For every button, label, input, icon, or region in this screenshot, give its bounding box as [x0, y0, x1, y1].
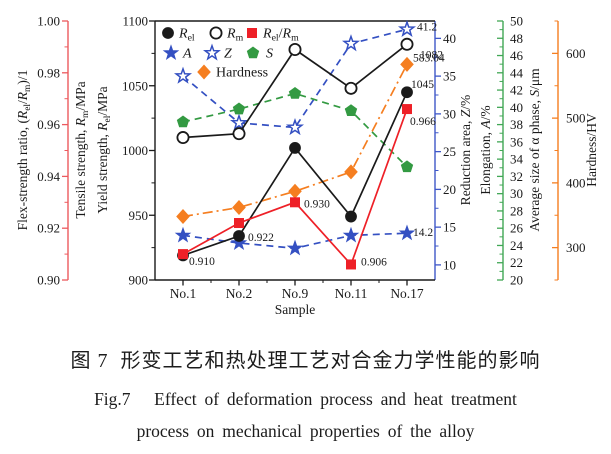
- legend-item-ratio: Rel/Rm​: [247, 27, 299, 44]
- svg-text:0.94: 0.94: [37, 169, 60, 184]
- series-S: [176, 87, 414, 173]
- svg-text:40: 40: [510, 100, 523, 115]
- svg-text:1045: 1045: [411, 79, 434, 91]
- svg-text:36: 36: [510, 134, 524, 149]
- svg-text:900: 900: [129, 273, 149, 288]
- axis-hardness: 300 400 500 600 Hardness/HV: [552, 20, 599, 281]
- svg-text:38: 38: [510, 117, 523, 132]
- svg-text:50: 50: [510, 14, 523, 29]
- svg-text:Z: Z: [224, 47, 232, 62]
- svg-text:Sample: Sample: [275, 302, 316, 317]
- svg-text:Yield strength, Rel/MPa: Yield strength, Rel/MPa: [95, 86, 113, 213]
- svg-text:583.04: 583.04: [413, 52, 445, 64]
- svg-text:14.2: 14.2: [413, 227, 433, 239]
- svg-text:Flex-strength ratio, (Rel/Rm)/: Flex-strength ratio, (Rel/Rm)/1: [15, 70, 33, 231]
- svg-text:24: 24: [510, 238, 524, 253]
- caption-english-line2: process on mechanical properties of the …: [136, 421, 475, 441]
- svg-text:42: 42: [510, 83, 523, 98]
- svg-text:26: 26: [510, 221, 524, 236]
- svg-text:0.98: 0.98: [37, 65, 60, 80]
- svg-text:A: A: [182, 47, 192, 62]
- legend-item-Rel: Rel​: [162, 27, 195, 44]
- legend-item-Rm: Rm​: [209, 26, 244, 44]
- svg-text:No.1: No.1: [170, 286, 197, 301]
- caption-english-line1: Fig.7 Effect of deformation process and …: [94, 389, 517, 409]
- svg-text:44: 44: [510, 65, 524, 80]
- svg-text:20: 20: [510, 273, 523, 288]
- svg-text:0.966: 0.966: [410, 116, 436, 128]
- svg-text:30: 30: [510, 186, 523, 201]
- series-A: [174, 224, 416, 256]
- axis-strength: 900 950 1000 1050 1100 Tensile strength, Rm/M…: [73, 14, 156, 288]
- svg-text:34: 34: [510, 152, 524, 167]
- svg-text:500: 500: [566, 111, 586, 126]
- series-Z: [173, 19, 417, 136]
- series-ratio: [178, 104, 412, 270]
- svg-text:35: 35: [443, 69, 456, 84]
- svg-text:Elongation, A/%: Elongation, A/%: [478, 105, 493, 194]
- svg-text:30: 30: [443, 106, 456, 121]
- svg-text:950: 950: [129, 208, 149, 223]
- svg-text:28: 28: [510, 203, 523, 218]
- chart-canvas: 0.90 0.92 0.94 0.96 0.98 1.00 Flex-strength ra…: [15, 14, 599, 318]
- legend-item-A: A: [162, 44, 192, 62]
- svg-text:Hardness: Hardness: [216, 66, 268, 81]
- svg-text:Rm​: Rm​: [226, 27, 244, 44]
- svg-text:Tensile strength, Rm/MPa: Tensile strength, Rm/MPa: [73, 81, 91, 218]
- svg-text:1050: 1050: [122, 78, 148, 93]
- svg-text:10: 10: [443, 257, 456, 272]
- svg-text:No.2: No.2: [226, 286, 253, 301]
- series-Rm: [176, 37, 414, 145]
- svg-text:0.930: 0.930: [304, 198, 330, 210]
- svg-text:400: 400: [566, 175, 586, 190]
- svg-text:Reduction area, Z/%: Reduction area, Z/%: [458, 95, 473, 206]
- axis-za: 10 15 20 25 30 35 40 Reduction area, Z/% Elongat…: [434, 21, 493, 280]
- legend-item-Hardness: Hardness: [197, 64, 268, 81]
- svg-text:25: 25: [443, 144, 456, 159]
- svg-text:40: 40: [443, 31, 456, 46]
- svg-text:48: 48: [510, 31, 523, 46]
- svg-text:0.92: 0.92: [37, 221, 60, 236]
- svg-text:15: 15: [443, 220, 456, 235]
- series-Hardness: [176, 56, 414, 225]
- svg-text:600: 600: [566, 46, 586, 61]
- svg-text:No.11: No.11: [335, 286, 368, 301]
- svg-text:Rel/Rm​: Rel/Rm​: [262, 27, 299, 44]
- svg-text:0.922: 0.922: [248, 232, 274, 244]
- svg-text:0.96: 0.96: [37, 117, 60, 132]
- svg-text:20: 20: [443, 182, 456, 197]
- svg-text:22: 22: [510, 255, 523, 270]
- legend-item-Z: Z: [203, 43, 232, 62]
- axis-ratio: 0.90 0.92 0.94 0.96 0.98 1.00 Flex-strength ra…: [15, 14, 69, 288]
- x-axis: No.1 No.2 No.9 No.11 No.17 Sample: [170, 280, 424, 317]
- svg-text:No.9: No.9: [282, 286, 309, 301]
- svg-text:1000: 1000: [122, 143, 148, 158]
- caption-chinese: 图 7 形变工艺和热处理工艺对合金力学性能的影响: [70, 350, 541, 372]
- series-Rel: [177, 86, 413, 262]
- legend-item-S: S: [246, 46, 273, 62]
- svg-text:0.90: 0.90: [37, 273, 60, 288]
- svg-text:41.2: 41.2: [417, 21, 437, 33]
- svg-text:0.906: 0.906: [361, 256, 387, 268]
- svg-text:Hardness/HV: Hardness/HV: [584, 113, 599, 187]
- svg-text:Average size of α phase, S/μm: Average size of α phase, S/μm: [527, 68, 542, 232]
- svg-text:0.910: 0.910: [189, 256, 215, 268]
- axis-size: 20 22 24 26 28 30 32 34 36 38 40 42 44 46 48 50 Average …: [497, 14, 542, 288]
- svg-text:S: S: [266, 47, 273, 62]
- svg-text:Rel​: Rel​: [178, 27, 195, 44]
- svg-text:1100: 1100: [122, 14, 148, 29]
- svg-text:1.00: 1.00: [37, 14, 60, 29]
- svg-text:No.17: No.17: [390, 286, 424, 301]
- svg-text:1082: 1082: [420, 49, 443, 61]
- svg-text:46: 46: [510, 48, 524, 63]
- svg-text:32: 32: [510, 169, 523, 184]
- svg-text:300: 300: [566, 240, 586, 255]
